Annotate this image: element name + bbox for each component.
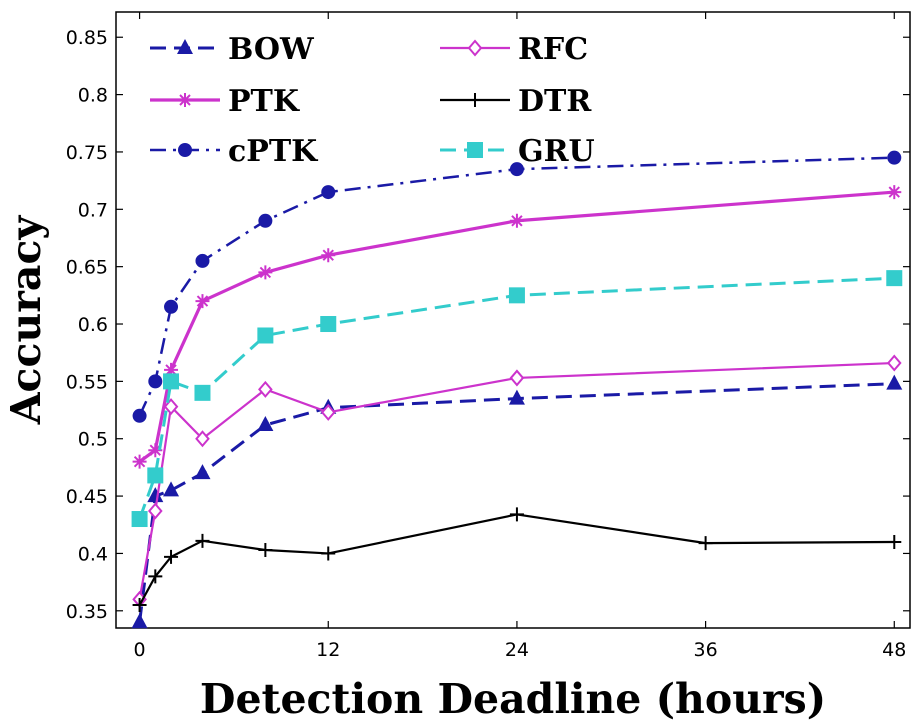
legend-label-dtr: DTR (518, 84, 592, 119)
data-point-cptk (321, 185, 336, 200)
series-line-gru (138, 276, 895, 520)
series-lines (131, 150, 903, 629)
legend-marker-gru (467, 142, 483, 158)
data-point-rfc (320, 403, 336, 421)
data-point-bow (886, 374, 903, 390)
y-axis-title: Accuracy (2, 215, 50, 426)
series-ptk (132, 185, 902, 469)
data-point-bow (508, 389, 525, 405)
x-tick-label: 0 (134, 639, 146, 661)
legend-label-cptk: cPTK (228, 134, 318, 169)
legend-item-bow: BOW (150, 32, 315, 67)
y-tick-label: 0.35 (66, 601, 108, 623)
data-point-dtr (509, 507, 524, 522)
x-tick-label: 36 (694, 639, 718, 661)
data-point-rfc (509, 369, 525, 387)
y-tick-label: 0.85 (66, 27, 108, 49)
series-line-rfc (138, 361, 895, 600)
data-point-dtr (148, 569, 163, 584)
data-point-ptk (509, 213, 524, 228)
data-point-dtr (321, 546, 336, 561)
data-point-gru (508, 287, 525, 304)
x-tick-label: 24 (505, 639, 529, 661)
y-axis-ticks: 0.35 0.4 0.45 0.5 0.55 0.6 0.65 0.7 0.75 0.8 0.85 (66, 27, 910, 623)
y-tick-label: 0.4 (78, 543, 108, 565)
data-point-gru (194, 384, 211, 401)
y-tick-label: 0.6 (78, 314, 108, 336)
x-axis-title: Detection Deadline (hours) (200, 675, 826, 721)
data-point-bow (257, 415, 274, 431)
data-point-gru (163, 373, 180, 390)
series-cptk (132, 150, 902, 423)
data-point-cptk (887, 150, 902, 165)
data-point-ptk (258, 265, 273, 280)
y-tick-label: 0.45 (66, 486, 108, 508)
legend-marker-rfc (467, 39, 483, 57)
legend-marker-ptk (178, 93, 192, 107)
data-point-bow (194, 464, 211, 480)
series-rfc (132, 354, 902, 608)
data-point-cptk (509, 162, 524, 177)
data-point-dtr (132, 598, 147, 613)
data-point-gru (886, 270, 903, 287)
legend-item-ptk: PTK (150, 84, 300, 119)
y-tick-label: 0.5 (78, 429, 108, 451)
series-gru (131, 270, 903, 528)
data-point-gru (257, 327, 274, 344)
data-point-cptk (195, 253, 210, 268)
legend-item-rfc: RFC (440, 32, 588, 67)
y-tick-label: 0.8 (78, 85, 108, 107)
data-point-gru (147, 467, 164, 484)
data-point-dtr (195, 533, 210, 548)
data-point-ptk (132, 454, 147, 469)
legend-label-ptk: PTK (228, 84, 300, 119)
data-point-rfc (147, 502, 163, 520)
series-line-ptk (138, 190, 895, 463)
data-point-cptk (148, 374, 163, 389)
legend-marker-bow (177, 39, 193, 54)
data-point-cptk (258, 213, 273, 228)
plot-area (115, 11, 911, 629)
series-line-cptk (138, 156, 895, 417)
data-point-bow (131, 613, 148, 629)
legend-label-gru: GRU (518, 134, 595, 169)
data-point-ptk (887, 185, 902, 200)
data-point-bow (163, 481, 180, 497)
data-point-ptk (321, 248, 336, 263)
legend-label-bow: BOW (228, 32, 315, 67)
data-point-dtr (164, 549, 179, 564)
data-point-cptk (164, 299, 179, 314)
x-tick-label: 48 (882, 639, 906, 661)
legend-item-gru: GRU (440, 134, 595, 169)
y-tick-label: 0.75 (66, 142, 108, 164)
series-dtr (132, 507, 902, 613)
data-point-dtr (258, 542, 273, 557)
data-point-rfc (163, 398, 179, 416)
data-point-rfc (195, 430, 210, 448)
data-point-ptk (148, 443, 163, 458)
data-point-ptk (195, 294, 210, 309)
data-point-rfc (258, 380, 273, 398)
legend-label-rfc: RFC (518, 32, 588, 67)
legend-marker-dtr (468, 93, 482, 107)
data-point-gru (320, 316, 337, 333)
data-point-ptk (164, 362, 179, 377)
data-point-rfc (886, 354, 902, 372)
x-tick-label: 12 (316, 639, 340, 661)
y-tick-label: 0.65 (66, 257, 108, 279)
legend-item-cptk: cPTK (150, 134, 318, 169)
data-point-bow (147, 487, 164, 503)
y-tick-label: 0.55 (66, 371, 108, 393)
data-point-dtr (887, 534, 902, 549)
legend-marker-cptk (178, 143, 192, 157)
data-point-gru (131, 511, 148, 528)
legend: BOW RFC PTK DTR cPTK GRU (150, 32, 595, 169)
x-axis-ticks: 0 12 24 36 48 (134, 12, 906, 661)
data-point-dtr (698, 536, 713, 551)
y-tick-label: 0.7 (78, 199, 108, 221)
data-point-cptk (132, 408, 147, 423)
legend-item-dtr: DTR (440, 84, 592, 119)
